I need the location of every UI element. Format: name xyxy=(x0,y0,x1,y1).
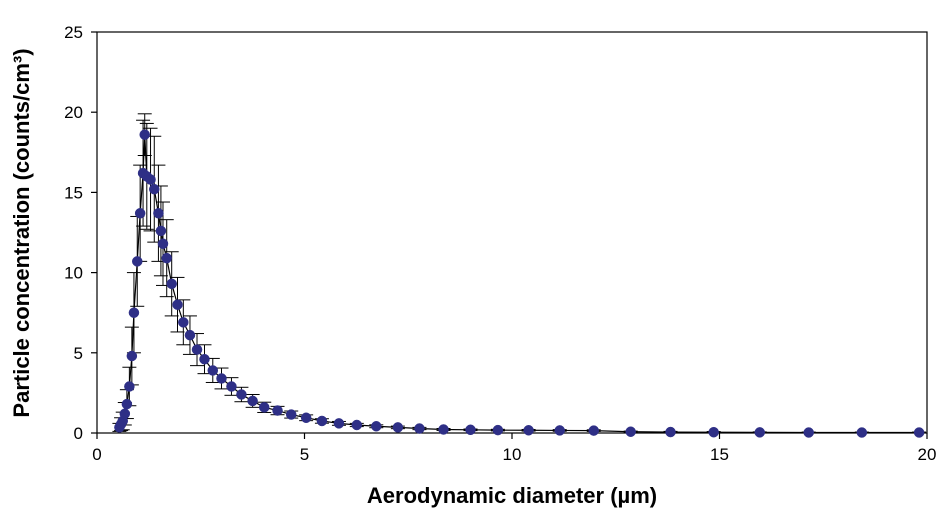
data-point xyxy=(155,225,167,237)
y-tick-label: 25 xyxy=(64,23,83,42)
data-point xyxy=(157,238,169,249)
data-point xyxy=(316,415,328,427)
y-tick-label: 5 xyxy=(74,344,83,363)
data-point xyxy=(184,329,196,341)
data-point xyxy=(191,344,203,355)
data-point xyxy=(371,421,382,432)
data-point xyxy=(492,424,504,436)
data-point xyxy=(199,353,210,365)
y-tick-label: 0 xyxy=(74,424,83,443)
data-point xyxy=(216,373,227,384)
data-point xyxy=(754,427,766,438)
axis-ticks: 0 5 10 15 20 0 5 10 15 20 25 xyxy=(64,23,936,464)
data-point xyxy=(161,252,172,264)
data-point xyxy=(803,427,814,438)
data-point xyxy=(913,427,925,438)
data-point xyxy=(236,389,247,400)
data-point xyxy=(300,412,312,424)
x-tick-label: 15 xyxy=(710,445,729,464)
data-point xyxy=(172,299,183,310)
data-point xyxy=(121,398,133,410)
data-point xyxy=(285,409,297,420)
data-point xyxy=(588,425,600,436)
data-point xyxy=(438,424,449,435)
data-point xyxy=(153,208,164,219)
x-tick-label: 10 xyxy=(503,445,522,464)
data-point xyxy=(134,208,146,219)
x-tick-label: 5 xyxy=(300,445,309,464)
data-point xyxy=(351,419,363,431)
x-tick-label: 0 xyxy=(92,445,101,464)
series-line-group xyxy=(118,134,920,434)
data-point xyxy=(333,418,345,429)
data-point xyxy=(247,395,258,407)
data-point xyxy=(226,381,237,392)
data-point xyxy=(856,427,868,438)
y-tick-label: 15 xyxy=(64,183,83,202)
x-axis-title: Aerodynamic diameter (µm) xyxy=(367,483,657,508)
data-point xyxy=(119,408,131,420)
data-point xyxy=(465,424,476,436)
y-axis-title: Particle concentration (counts/cm³) xyxy=(9,48,34,417)
data-point xyxy=(665,426,676,438)
data-point xyxy=(708,426,719,438)
y-tick-label: 10 xyxy=(64,264,83,283)
data-point xyxy=(149,183,160,195)
series-line xyxy=(118,134,920,434)
data-point xyxy=(145,174,156,185)
data-point xyxy=(523,425,534,436)
data-point xyxy=(272,405,283,416)
data-point xyxy=(178,317,189,328)
data-point xyxy=(139,129,150,140)
data-point xyxy=(132,256,143,267)
data-point xyxy=(128,307,140,318)
y-tick-label: 20 xyxy=(64,103,83,122)
data-point xyxy=(166,278,177,290)
data-point xyxy=(625,426,636,437)
data-point xyxy=(126,350,138,362)
data-point xyxy=(392,422,404,433)
x-tick-label: 20 xyxy=(918,445,937,464)
data-point xyxy=(554,425,565,436)
data-point xyxy=(414,423,425,434)
data-points xyxy=(114,129,925,438)
data-point xyxy=(207,365,219,376)
data-point xyxy=(124,381,135,392)
data-point xyxy=(258,402,270,413)
